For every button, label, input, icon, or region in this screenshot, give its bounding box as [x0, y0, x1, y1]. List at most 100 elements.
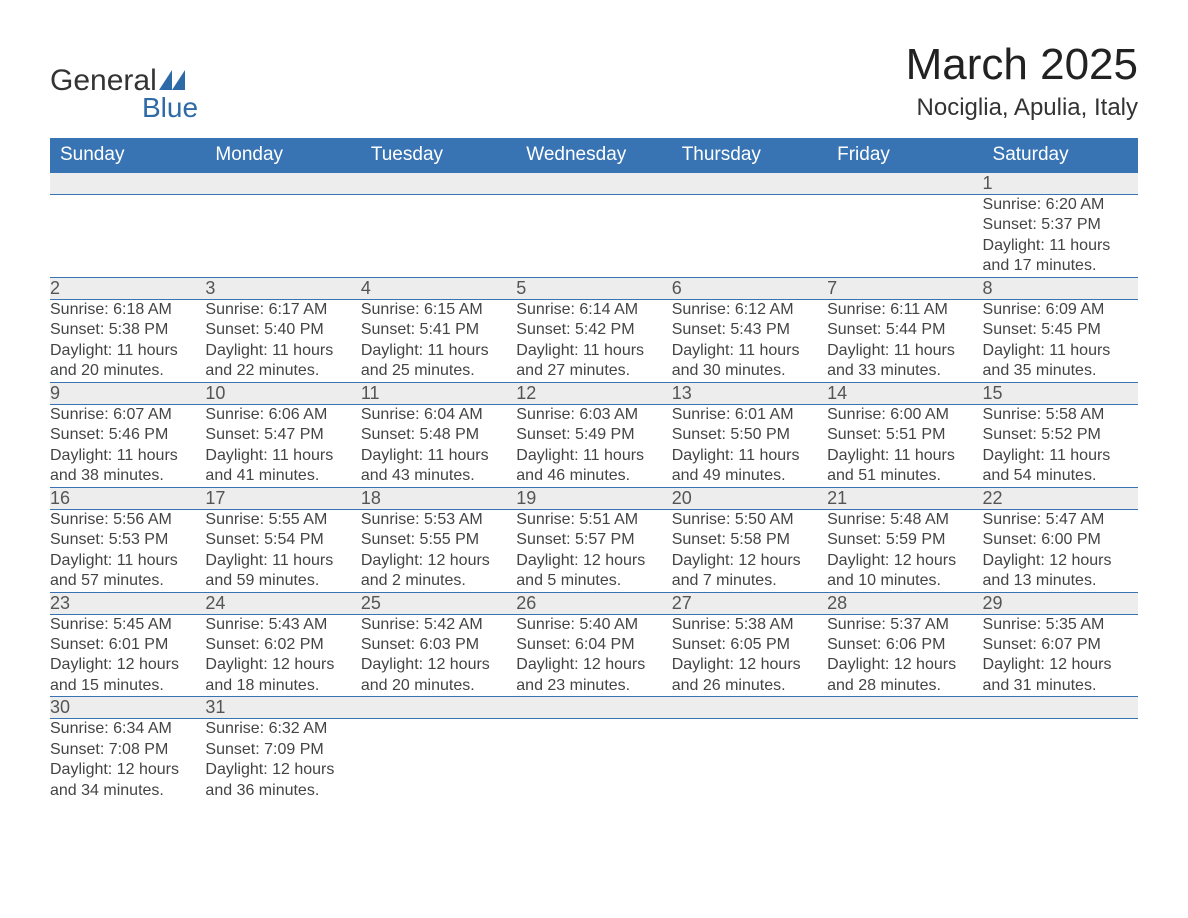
- sunrise-text: Sunrise: 6:01 AM: [672, 405, 827, 425]
- day-details: Sunrise: 5:47 AMSunset: 6:00 PMDaylight:…: [983, 509, 1138, 592]
- weekday-header: Thursday: [672, 138, 827, 173]
- day-details: Sunrise: 5:55 AMSunset: 5:54 PMDaylight:…: [205, 509, 360, 592]
- daylight1-text: Daylight: 11 hours: [983, 446, 1138, 466]
- sunset-text: Sunset: 5:44 PM: [827, 320, 982, 340]
- sunrise-text: Sunrise: 5:43 AM: [205, 615, 360, 635]
- empty-cell: [361, 697, 516, 719]
- day-number: 30: [50, 697, 205, 719]
- daylight1-text: Daylight: 12 hours: [205, 760, 360, 780]
- sunset-text: Sunset: 6:07 PM: [983, 635, 1138, 655]
- daylight1-text: Daylight: 12 hours: [50, 655, 205, 675]
- daylight2-text: and 20 minutes.: [361, 676, 516, 696]
- sunset-text: Sunset: 5:49 PM: [516, 425, 671, 445]
- day-details: Sunrise: 5:37 AMSunset: 6:06 PMDaylight:…: [827, 614, 982, 697]
- title-block: March 2025 Nociglia, Apulia, Italy: [906, 40, 1138, 122]
- month-title: March 2025: [906, 40, 1138, 90]
- daylight2-text: and 23 minutes.: [516, 676, 671, 696]
- sunrise-text: Sunrise: 6:17 AM: [205, 300, 360, 320]
- page-header: General Blue March 2025 Nociglia, Apulia…: [50, 40, 1138, 124]
- daylight1-text: Daylight: 11 hours: [205, 341, 360, 361]
- empty-cell: [672, 195, 827, 278]
- day-details: Sunrise: 6:18 AMSunset: 5:38 PMDaylight:…: [50, 299, 205, 382]
- empty-cell: [516, 697, 671, 719]
- day-number: 15: [983, 382, 1138, 404]
- empty-cell: [827, 173, 982, 195]
- day-number: 23: [50, 592, 205, 614]
- day-number: 19: [516, 487, 671, 509]
- daynum-row: 9101112131415: [50, 382, 1138, 404]
- sunrise-text: Sunrise: 5:56 AM: [50, 510, 205, 530]
- empty-cell: [516, 173, 671, 195]
- day-number: 27: [672, 592, 827, 614]
- daylight1-text: Daylight: 11 hours: [361, 446, 516, 466]
- calendar-table: SundayMondayTuesdayWednesdayThursdayFrid…: [50, 138, 1138, 801]
- day-number: 29: [983, 592, 1138, 614]
- day-number: 31: [205, 697, 360, 719]
- daynum-row: 16171819202122: [50, 487, 1138, 509]
- logo-text-2: Blue: [142, 92, 198, 124]
- daylight1-text: Daylight: 12 hours: [983, 655, 1138, 675]
- daylight1-text: Daylight: 12 hours: [50, 760, 205, 780]
- sunrise-text: Sunrise: 6:09 AM: [983, 300, 1138, 320]
- sunset-text: Sunset: 5:48 PM: [361, 425, 516, 445]
- empty-cell: [983, 719, 1138, 801]
- sunset-text: Sunset: 6:01 PM: [50, 635, 205, 655]
- sunrise-text: Sunrise: 5:37 AM: [827, 615, 982, 635]
- sunset-text: Sunset: 5:53 PM: [50, 530, 205, 550]
- sunrise-text: Sunrise: 6:07 AM: [50, 405, 205, 425]
- sunset-text: Sunset: 6:02 PM: [205, 635, 360, 655]
- empty-cell: [827, 719, 982, 801]
- sunset-text: Sunset: 5:58 PM: [672, 530, 827, 550]
- day-details: Sunrise: 5:35 AMSunset: 6:07 PMDaylight:…: [983, 614, 1138, 697]
- sunrise-text: Sunrise: 6:15 AM: [361, 300, 516, 320]
- detail-row: Sunrise: 5:45 AMSunset: 6:01 PMDaylight:…: [50, 614, 1138, 697]
- sunset-text: Sunset: 7:08 PM: [50, 740, 205, 760]
- sunset-text: Sunset: 6:04 PM: [516, 635, 671, 655]
- sunset-text: Sunset: 5:55 PM: [361, 530, 516, 550]
- daylight2-text: and 25 minutes.: [361, 361, 516, 381]
- day-number: 8: [983, 277, 1138, 299]
- day-number: 24: [205, 592, 360, 614]
- daynum-row: 23242526272829: [50, 592, 1138, 614]
- sunrise-text: Sunrise: 5:48 AM: [827, 510, 982, 530]
- day-details: Sunrise: 5:42 AMSunset: 6:03 PMDaylight:…: [361, 614, 516, 697]
- day-number: 10: [205, 382, 360, 404]
- daylight1-text: Daylight: 11 hours: [205, 551, 360, 571]
- day-number: 6: [672, 277, 827, 299]
- sunset-text: Sunset: 5:47 PM: [205, 425, 360, 445]
- day-number: 17: [205, 487, 360, 509]
- empty-cell: [50, 195, 205, 278]
- daylight1-text: Daylight: 11 hours: [516, 341, 671, 361]
- empty-cell: [361, 719, 516, 801]
- daynum-row: 3031: [50, 697, 1138, 719]
- day-details: Sunrise: 6:06 AMSunset: 5:47 PMDaylight:…: [205, 404, 360, 487]
- detail-row: Sunrise: 6:18 AMSunset: 5:38 PMDaylight:…: [50, 299, 1138, 382]
- sunrise-text: Sunrise: 6:03 AM: [516, 405, 671, 425]
- daylight1-text: Daylight: 12 hours: [983, 551, 1138, 571]
- empty-cell: [672, 697, 827, 719]
- daylight2-text: and 15 minutes.: [50, 676, 205, 696]
- day-number: 11: [361, 382, 516, 404]
- day-details: Sunrise: 6:04 AMSunset: 5:48 PMDaylight:…: [361, 404, 516, 487]
- daylight1-text: Daylight: 12 hours: [361, 551, 516, 571]
- daylight2-text: and 33 minutes.: [827, 361, 982, 381]
- logo-triangle-icon: [159, 64, 185, 84]
- daylight1-text: Daylight: 12 hours: [516, 551, 671, 571]
- day-details: Sunrise: 6:03 AMSunset: 5:49 PMDaylight:…: [516, 404, 671, 487]
- day-number: 4: [361, 277, 516, 299]
- sunrise-text: Sunrise: 5:55 AM: [205, 510, 360, 530]
- sunset-text: Sunset: 5:43 PM: [672, 320, 827, 340]
- sunset-text: Sunset: 6:05 PM: [672, 635, 827, 655]
- daylight2-text: and 36 minutes.: [205, 781, 360, 801]
- day-details: Sunrise: 5:40 AMSunset: 6:04 PMDaylight:…: [516, 614, 671, 697]
- daylight1-text: Daylight: 11 hours: [983, 341, 1138, 361]
- day-number: 26: [516, 592, 671, 614]
- daylight2-text: and 46 minutes.: [516, 466, 671, 486]
- sunrise-text: Sunrise: 5:35 AM: [983, 615, 1138, 635]
- empty-cell: [361, 195, 516, 278]
- sunset-text: Sunset: 5:46 PM: [50, 425, 205, 445]
- day-number: 28: [827, 592, 982, 614]
- empty-cell: [983, 697, 1138, 719]
- sunrise-text: Sunrise: 5:53 AM: [361, 510, 516, 530]
- empty-cell: [672, 173, 827, 195]
